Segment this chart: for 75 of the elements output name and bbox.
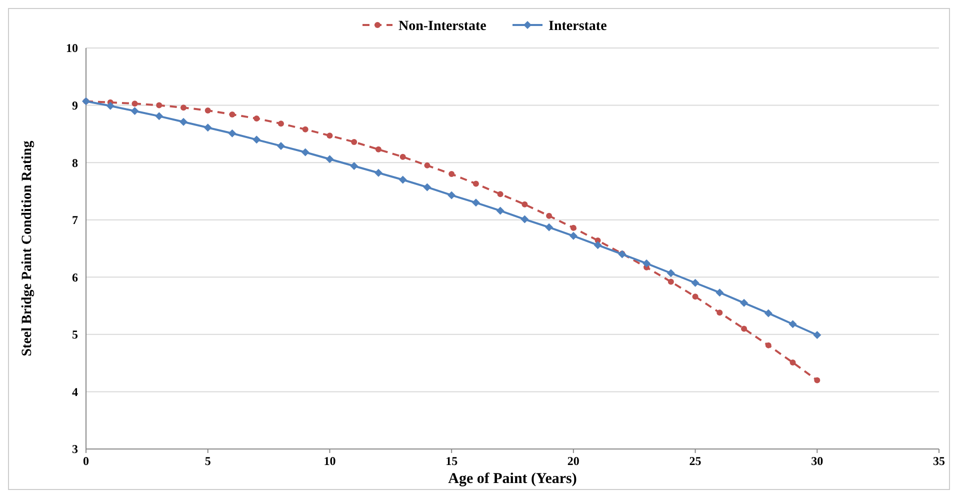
point (570, 224, 576, 231)
y-tick-label: 3 (72, 442, 78, 456)
point (716, 288, 724, 297)
point (204, 124, 212, 132)
point (229, 111, 236, 118)
x-tick-label: 15 (446, 454, 458, 468)
point (156, 102, 162, 108)
y-tick-label: 4 (72, 384, 78, 399)
point (423, 183, 432, 192)
point (813, 331, 822, 339)
point (764, 309, 772, 318)
point (668, 278, 674, 285)
point (569, 232, 578, 240)
y-axis-title: Steel Bridge Paint Condition Rating (20, 140, 35, 356)
point (522, 201, 528, 208)
x-tick-label: 0 (83, 454, 89, 468)
point (691, 278, 700, 287)
point (692, 294, 698, 300)
point (301, 148, 310, 156)
y-tick-label: 5 (72, 328, 78, 342)
point (496, 206, 504, 215)
point (545, 223, 554, 232)
point (132, 100, 138, 107)
point (254, 115, 260, 122)
legend-label: Interstate (548, 18, 607, 34)
point (302, 126, 308, 132)
point (276, 142, 285, 150)
point (326, 132, 333, 139)
x-tick-label: 10 (324, 454, 336, 468)
point (546, 212, 552, 219)
point (350, 162, 358, 170)
x-tick-label: 35 (933, 454, 945, 468)
x-tick-label: 20 (567, 454, 580, 468)
y-tick-label: 7 (72, 213, 78, 228)
point (106, 102, 114, 110)
point (472, 180, 479, 187)
x-tick-label: 5 (204, 454, 211, 468)
legend-label: Non-Interstate (398, 18, 486, 34)
point (472, 198, 480, 207)
point (716, 310, 723, 316)
point (326, 155, 334, 164)
y-tick-label: 9 (72, 98, 78, 112)
y-tick-label: 8 (72, 156, 78, 170)
x-axis-title: Age of Paint (Years) (448, 471, 577, 487)
point (448, 191, 456, 200)
point (642, 259, 651, 268)
point (520, 215, 529, 224)
point (594, 241, 602, 250)
point (278, 120, 284, 127)
point (228, 129, 236, 138)
point (252, 136, 261, 144)
point (765, 342, 772, 348)
y-tick-label: 10 (66, 41, 78, 56)
point (204, 107, 211, 114)
point (790, 360, 796, 366)
point (788, 320, 797, 328)
point (179, 118, 188, 126)
point (740, 298, 748, 307)
point (375, 146, 382, 152)
point (448, 171, 455, 178)
point (398, 176, 407, 184)
point (814, 377, 820, 384)
x-tick-label: 25 (689, 454, 702, 468)
point (666, 269, 675, 278)
y-tick-label: 6 (72, 270, 78, 284)
point (155, 112, 164, 120)
point (497, 191, 504, 198)
point (424, 162, 430, 168)
point (741, 326, 748, 332)
point (130, 107, 139, 116)
x-tick-label: 30 (811, 454, 824, 468)
point (374, 168, 382, 177)
point (180, 104, 186, 111)
point (351, 138, 358, 145)
point (400, 154, 406, 160)
